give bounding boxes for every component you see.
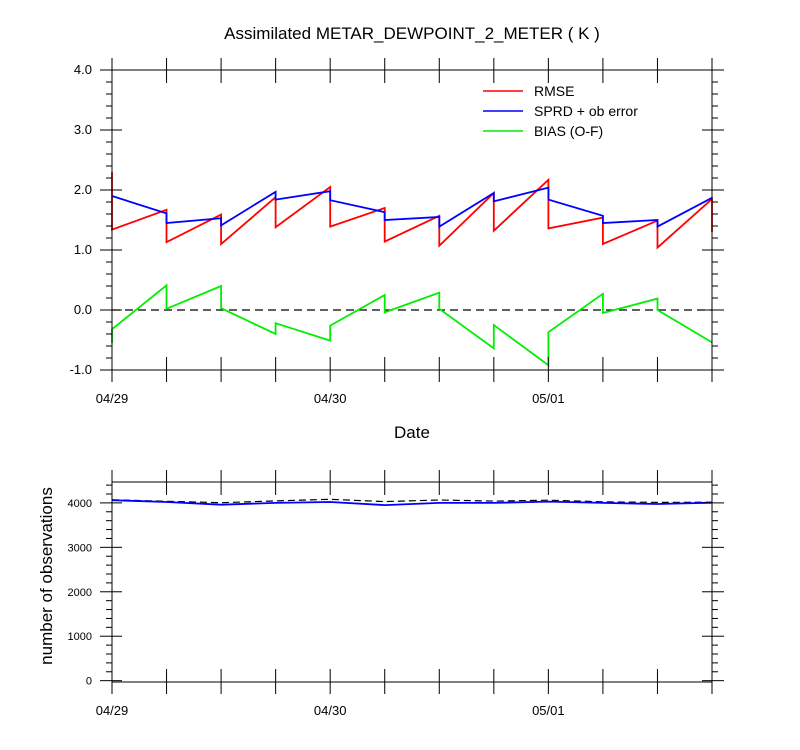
bottom-y-tick-label: 3000 xyxy=(68,542,92,554)
top-x-tick-label: 04/29 xyxy=(96,391,129,406)
bottom-y-tick-label: 2000 xyxy=(68,587,92,599)
bottom-series-1-line xyxy=(111,499,713,507)
legend-label-sprd: SPRD + ob error xyxy=(534,103,638,119)
top-y-tick-label: -1.0 xyxy=(70,362,92,377)
bottom-y-tick-label: 4000 xyxy=(68,498,92,510)
top-y-tick-label: 4.0 xyxy=(74,62,92,77)
top-y-tick-label: 1.0 xyxy=(74,242,92,257)
top-y-tick-label: 0.0 xyxy=(74,302,92,317)
legend: RMSE SPRD + ob error BIAS (O-F) xyxy=(483,83,638,139)
legend-label-rmse: RMSE xyxy=(534,83,574,99)
bottom-x-tick-label: 05/01 xyxy=(532,703,565,718)
chart-title: Assimilated METAR_DEWPOINT_2_METER ( K ) xyxy=(224,24,600,43)
bottom-y-tick-label: 0 xyxy=(86,676,92,688)
bottom-x-tick-label: 04/30 xyxy=(314,703,347,718)
top-sprd-ob-error-line xyxy=(111,186,713,229)
bottom-y-axis-title: number of observations xyxy=(37,487,56,665)
bottom-x-tick-label: 04/29 xyxy=(96,703,129,718)
bottom-plot-area: 0 1000 2000 3000 4000 04/29 04/30 05/01 xyxy=(68,470,724,718)
top-y-tick-label: 2.0 xyxy=(74,182,92,197)
top-y-tick-label: 3.0 xyxy=(74,122,92,137)
top-plot-area: -1.0 0.0 1.0 2.0 3.0 4.0 04/29 04/30 05/01 xyxy=(70,58,724,406)
top-plot-frame xyxy=(111,69,713,371)
bottom-series-0-line xyxy=(111,498,713,504)
x-axis-title: Date xyxy=(394,423,430,442)
bottom-y-tick-label: 1000 xyxy=(68,631,92,643)
top-bias-o-f-line xyxy=(111,283,713,367)
top-rmse-line xyxy=(111,172,713,250)
bottom-plot-frame xyxy=(111,481,713,683)
top-x-tick-label: 05/01 xyxy=(532,391,565,406)
top-x-tick-label: 04/30 xyxy=(314,391,347,406)
legend-label-bias: BIAS (O-F) xyxy=(534,123,603,139)
